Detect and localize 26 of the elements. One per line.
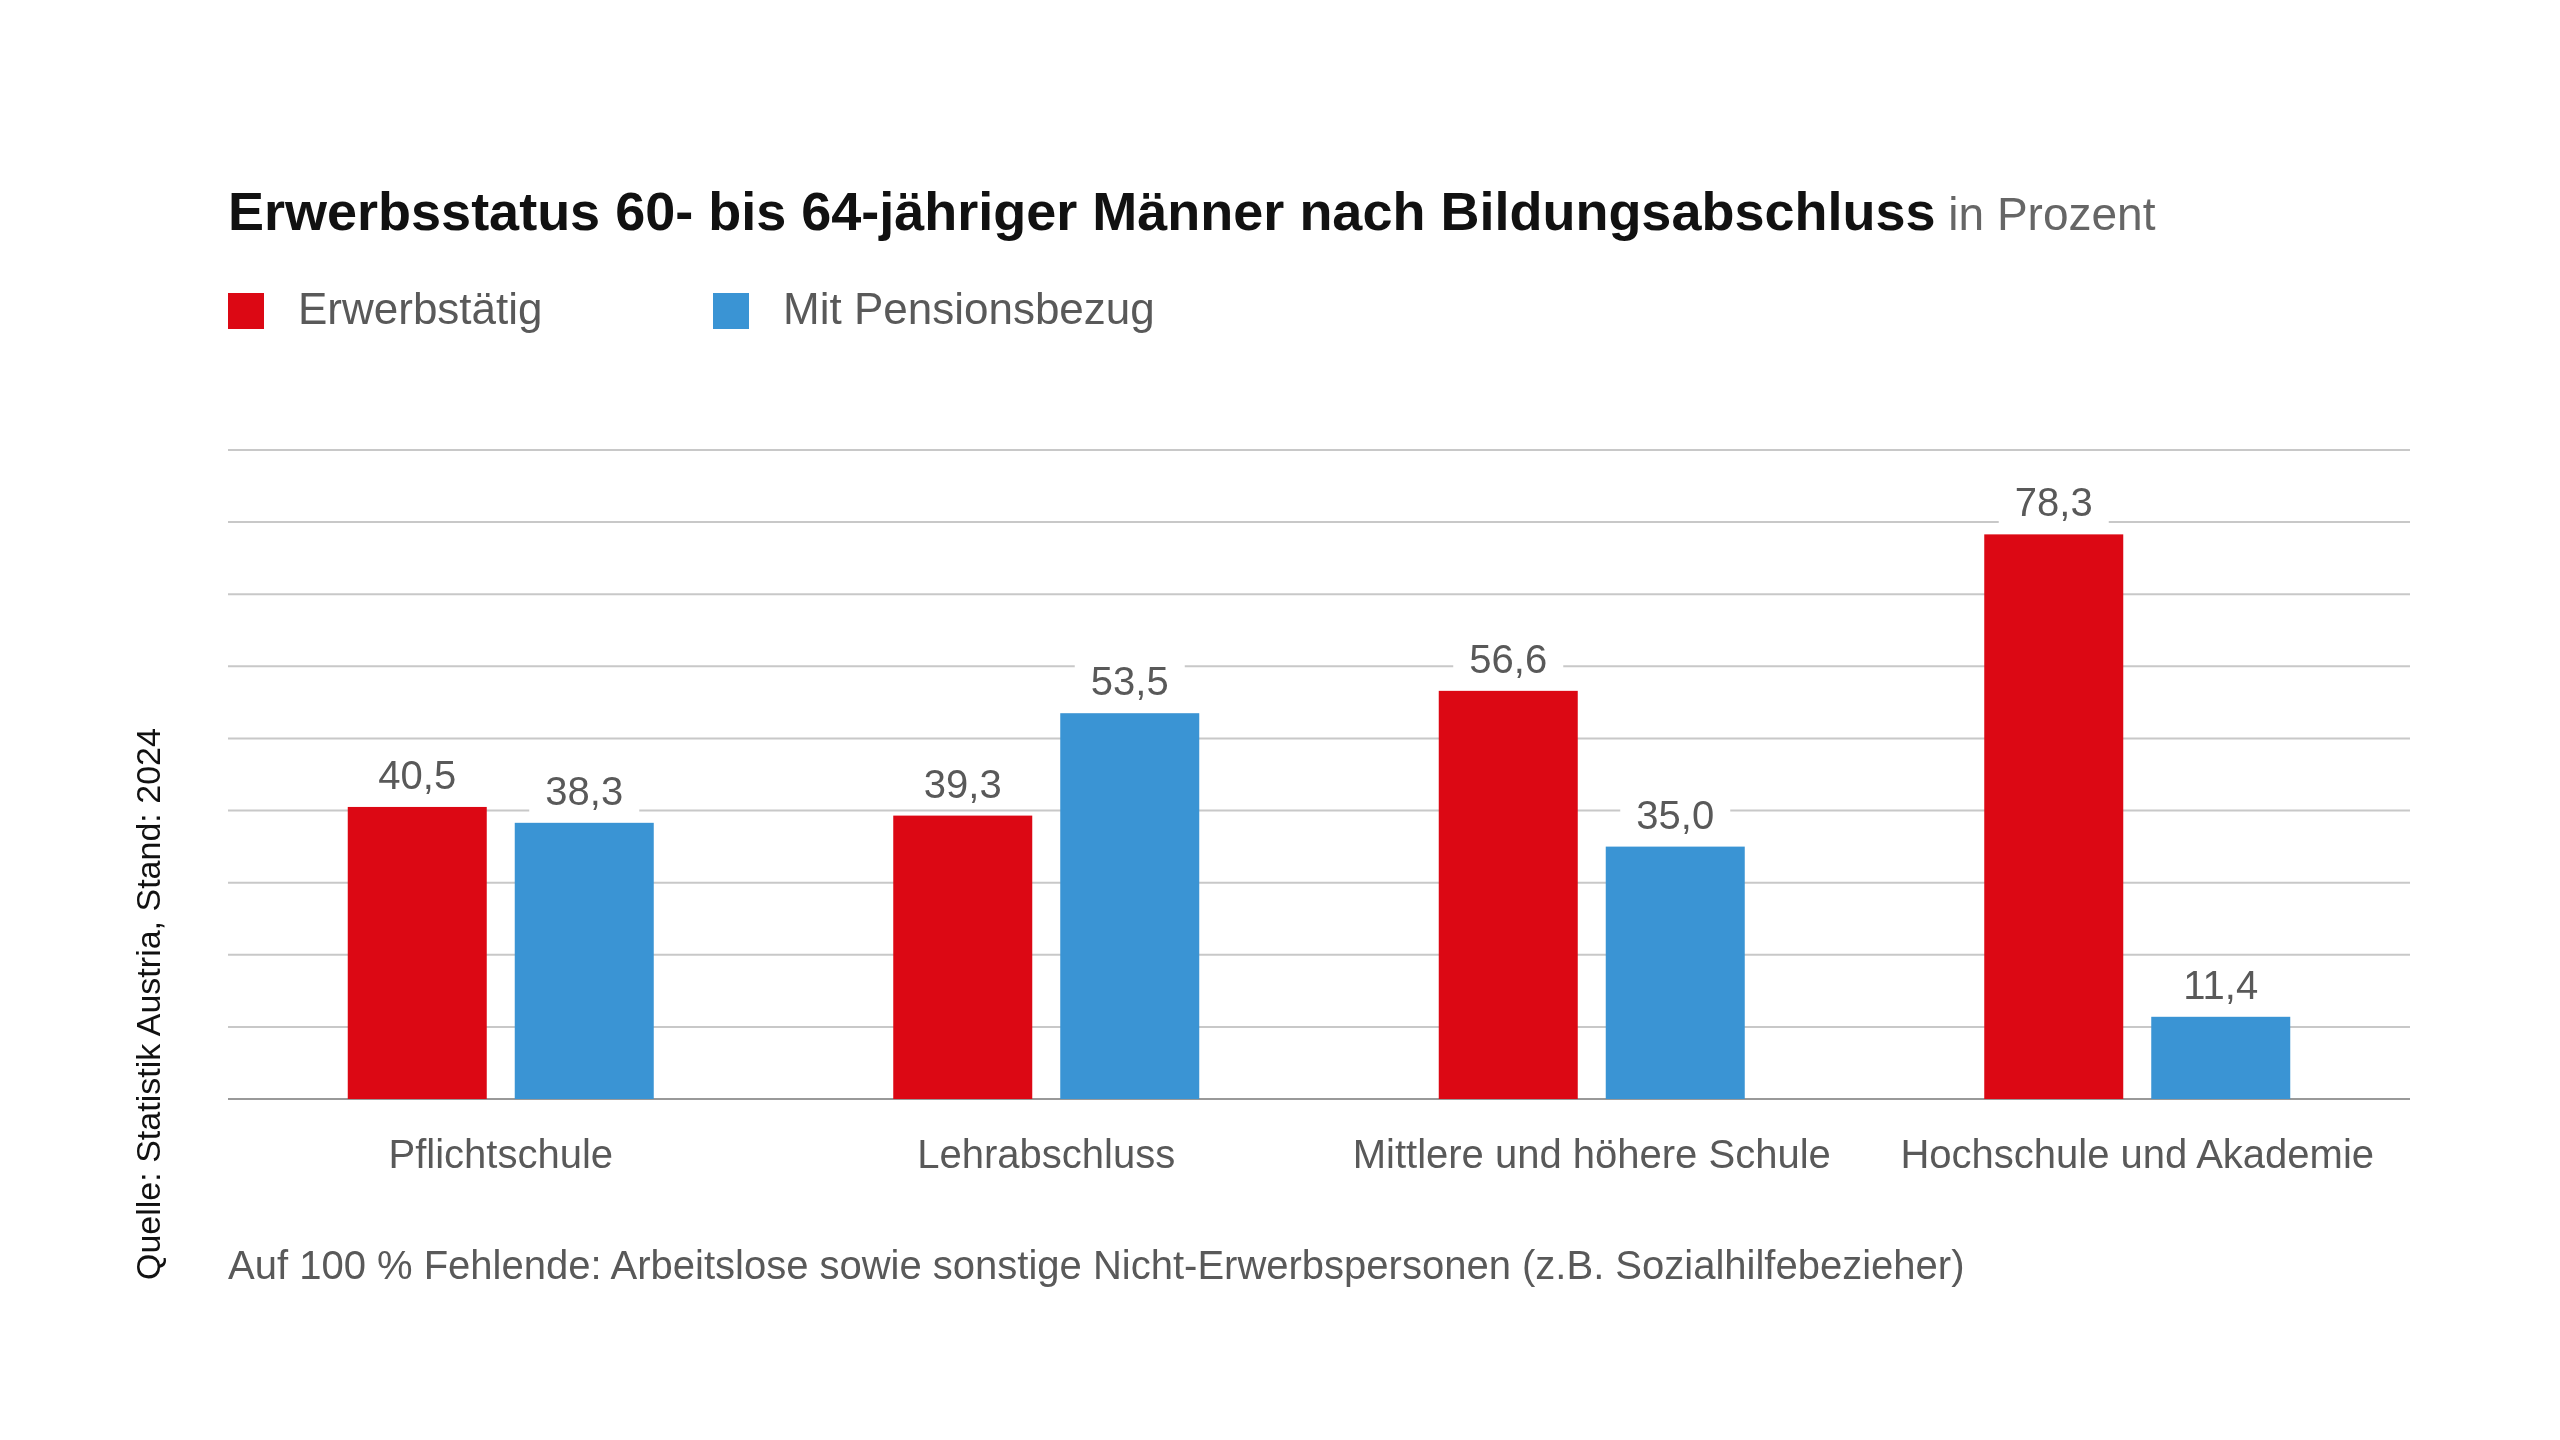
data-label: 53,5 [1090, 659, 1169, 704]
data-label: 78,3 [2014, 480, 2093, 525]
data-label: 40,5 [378, 752, 457, 797]
legend-label: Mit Pensionsbezug [783, 284, 1155, 333]
x-tick-label: Pflichtschule [388, 1132, 614, 1176]
bar [2151, 1016, 2291, 1099]
chart-title: Erwerbsstatus 60- bis 64-jähriger Männer nach Bildungsabschluss [228, 181, 1936, 241]
bar [514, 822, 654, 1099]
bar [1984, 534, 2124, 1099]
bar [893, 815, 1033, 1099]
text: Auf 100 % Fehlende: Arbeitslose sowie sonstige Nicht-Erwerbspersonen (z.B. Sozialhilfebezieher) [228, 1243, 1965, 1287]
bar [1438, 690, 1578, 1099]
x-tick-label: Lehrabschluss [917, 1132, 1176, 1176]
bar [347, 806, 487, 1099]
data-label: 38,3 [545, 768, 624, 813]
data-label: 35,0 [1636, 792, 1715, 837]
legend-label: Erwerbstätig [298, 284, 543, 333]
x-tick-label: Mittlere und höhere Schule [1352, 1132, 1831, 1176]
data-label: 39,3 [923, 761, 1002, 806]
chart-subtitle: in Prozent [1935, 188, 2156, 240]
bar [1605, 846, 1745, 1099]
x-tick-label: Hochschule und Akademie [1900, 1132, 2375, 1176]
source-note: Quelle: Statistik Austria, Stand: 2024 [129, 728, 167, 1280]
bar [1060, 713, 1200, 1099]
data-label: 56,6 [1469, 636, 1548, 681]
data-label: 11,4 [2183, 962, 2259, 1007]
